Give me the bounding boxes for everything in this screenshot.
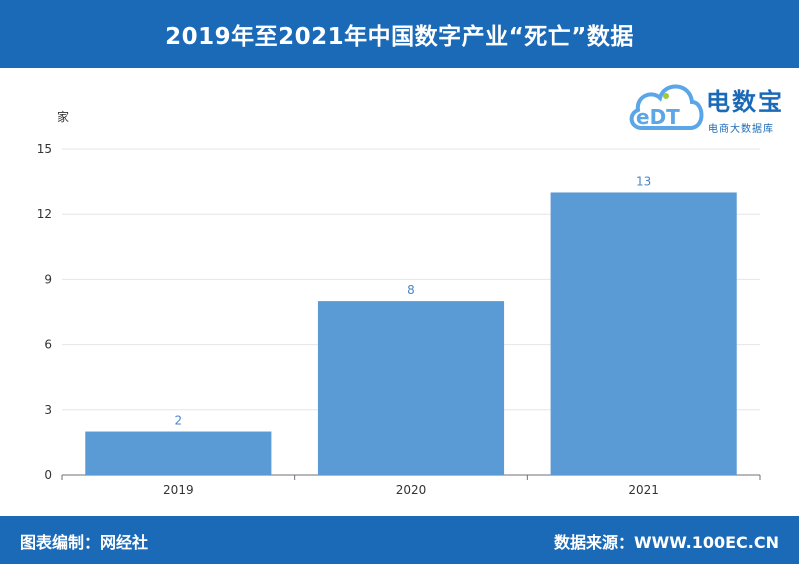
bar xyxy=(85,431,272,475)
header-bar: 2019年至2021年中国数字产业“死亡”数据 xyxy=(0,0,799,68)
bar xyxy=(550,192,737,475)
data-label: 13 xyxy=(636,174,651,188)
logo-mark-text: eDT xyxy=(636,105,680,129)
y-tick-label: 12 xyxy=(37,207,52,221)
y-axis-unit-label: 家 xyxy=(57,109,69,124)
cloud-logo-icon: eDT xyxy=(629,84,704,130)
x-tick-label: 2019 xyxy=(163,483,194,497)
logo: eDT 电数宝 电商大数据库 xyxy=(628,72,798,138)
logo-name: 电数宝 xyxy=(706,88,784,116)
footer-data-source: 数据来源：WWW.100EC.CN xyxy=(553,533,779,552)
bar xyxy=(317,301,505,475)
y-tick-label: 15 xyxy=(37,142,52,156)
labels: 0 3 6 9 12 15 2 2019 8 2020 13 2021 xyxy=(37,142,659,497)
data-label: 2 xyxy=(175,414,183,428)
y-tick-label: 6 xyxy=(44,338,52,352)
bars xyxy=(85,192,737,475)
data-label: 8 xyxy=(407,283,415,297)
x-tick-label: 2021 xyxy=(628,483,659,497)
chart-title: 2019年至2021年中国数字产业“死亡”数据 xyxy=(165,24,634,50)
logo-subtitle: 电商大数据库 xyxy=(708,124,774,135)
y-tick-label: 0 xyxy=(44,468,52,482)
footer-bar: 图表编制：网经社 数据来源：WWW.100EC.CN xyxy=(0,516,799,564)
y-tick-label: 9 xyxy=(44,272,52,286)
x-tick-label: 2020 xyxy=(396,483,427,497)
footer-source-editor: 图表编制：网经社 xyxy=(20,533,149,552)
y-tick-label: 3 xyxy=(44,403,52,417)
